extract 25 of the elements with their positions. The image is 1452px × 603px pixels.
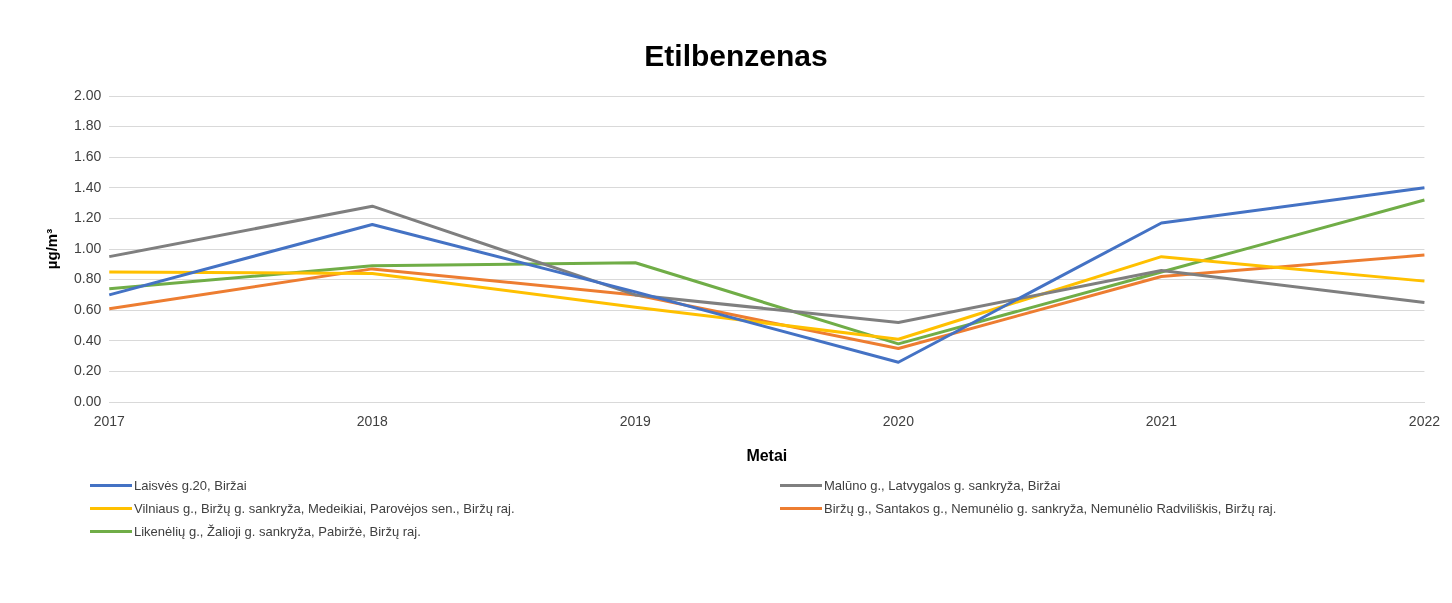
- y-tick-label: 0.20: [74, 362, 102, 379]
- y-tick-label: 0.00: [74, 392, 102, 409]
- y-tick-label: 1.60: [74, 148, 102, 165]
- legend-label: Malūno g., Latvygalos g. sankryža, Biržai: [824, 478, 1061, 493]
- y-tick-label: 1.40: [74, 178, 102, 195]
- y-tick-label: 1.20: [74, 209, 102, 226]
- y-tick-label: 0.40: [74, 331, 102, 348]
- legend-label: Biržų g., Santakos g., Nemunėlio g. sankryža, Nemunėlio Radviliškis, Biržų raj.: [824, 501, 1277, 516]
- y-tick-label: 0.60: [74, 301, 102, 318]
- x-tick-label: 2018: [356, 413, 389, 430]
- x-tick-label: 2020: [882, 413, 915, 430]
- x-axis-title: Metai: [746, 446, 788, 464]
- y-tick-label: 1.80: [74, 117, 102, 134]
- x-tick-label: 2022: [1408, 413, 1441, 430]
- x-tick-label: 2017: [93, 413, 126, 430]
- legend-label: Laisvės g.20, Biržai: [134, 478, 247, 493]
- chart-title: Etilbenzenas: [644, 39, 828, 73]
- x-tick-label: 2021: [1145, 413, 1178, 430]
- legend-label: Likenėlių g., Žalioji g. sankryža, Pabiržė, Biržų raj.: [134, 524, 421, 539]
- y-tick-label: 0.80: [74, 270, 102, 287]
- y-tick-label: 1.00: [74, 239, 102, 256]
- y-tick-label: 2.00: [74, 86, 102, 103]
- x-tick-label: 2019: [619, 413, 652, 430]
- y-axis-title: µg/m³: [43, 228, 61, 270]
- legend-label: Vilniaus g., Biržų g. sankryža, Medeikiai, Parovėjos sen., Biržų raj.: [134, 501, 515, 516]
